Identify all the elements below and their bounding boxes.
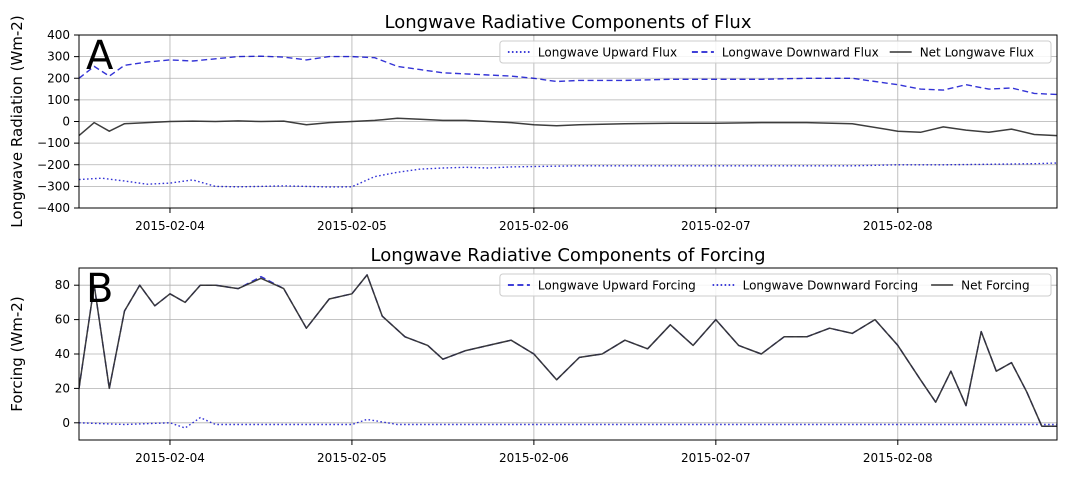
y-axis-label: Forcing (Wm-2): [8, 296, 26, 411]
legend-box: [499, 40, 1052, 64]
legend-label: Longwave Upward Forcing: [538, 279, 696, 293]
panel-a: 400 300 200 100 0 −100 −200 −300 −400 2015-02-04 2…: [8, 12, 1058, 233]
x-tick-label: 2015-02-06: [499, 451, 569, 465]
y-tick-label: 100: [47, 93, 70, 107]
legend-label: Net Forcing: [961, 279, 1030, 293]
chart-title: Longwave Radiative Components of Flux: [385, 12, 752, 33]
legend-label: Net Longwave Flux: [920, 46, 1034, 60]
y-tick-label: 0: [62, 416, 70, 430]
series-line-longwave-downward-forcing: [79, 416, 1057, 429]
legend-label: Longwave Upward Flux: [538, 46, 677, 60]
legend: Longwave Upward Forcing Longwave Downward…: [499, 273, 1052, 297]
y-tick-label: 200: [47, 71, 70, 85]
series-line-longwave-upward-flux: [79, 162, 1057, 188]
y-axis-label: Longwave Radiation (Wm-2): [8, 15, 26, 227]
legend-label: Longwave Downward Forcing: [743, 279, 918, 293]
panel-letter: A: [86, 33, 114, 79]
legend: Longwave Upward Flux Longwave Downward Fl…: [499, 40, 1052, 64]
x-tick-label: 2015-02-07: [681, 219, 751, 233]
x-tick-label: 2015-02-07: [681, 451, 751, 465]
x-tick-label: 2015-02-04: [135, 451, 205, 465]
series-line-net-forcing: [79, 274, 1057, 427]
x-tick-label: 2015-02-05: [317, 219, 387, 233]
y-tick-label: −400: [37, 201, 70, 215]
y-tick-label: 300: [47, 50, 70, 64]
y-tick-label: 80: [55, 278, 70, 292]
y-tick-label: −100: [37, 136, 70, 150]
x-tick-label: 2015-02-08: [863, 451, 933, 465]
chart-title: Longwave Radiative Components of Forcing: [371, 245, 766, 266]
series-line-net-longwave-flux: [79, 117, 1057, 137]
y-tick-label: 60: [55, 313, 70, 327]
series-line-longwave-upward-forcing: [79, 274, 1057, 427]
y-tick-label: −200: [37, 158, 70, 172]
panel-b: 80 60 40 20 0 2015-02-04 2015-02-05 2015-02-06 2…: [8, 245, 1058, 465]
legend-box: [499, 273, 1052, 297]
legend-label: Longwave Downward Flux: [722, 46, 879, 60]
y-tick-label: 20: [55, 381, 70, 395]
panel-letter: B: [86, 266, 113, 312]
y-tick-label: 40: [55, 347, 70, 361]
y-tick-label: 400: [47, 28, 70, 42]
x-tick-label: 2015-02-06: [499, 219, 569, 233]
x-tick-label: 2015-02-08: [863, 219, 933, 233]
y-tick-label: −300: [37, 179, 70, 193]
series-line-longwave-downward-flux: [79, 55, 1057, 96]
x-tick-label: 2015-02-05: [317, 451, 387, 465]
y-tick-label: 0: [62, 115, 70, 129]
x-tick-label: 2015-02-04: [135, 219, 205, 233]
